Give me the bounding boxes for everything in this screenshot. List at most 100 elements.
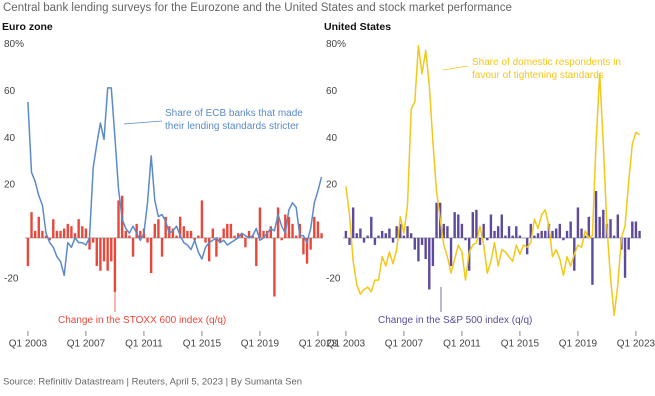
bar [320,233,323,238]
bar [284,214,287,238]
bar [117,200,120,238]
bar [48,237,51,241]
bar [406,226,409,238]
y-tick-label: -20 [326,273,341,284]
bar [91,237,95,243]
bar [70,226,73,238]
y-tick-label: 60 [4,86,16,97]
bar [554,228,558,238]
bar [200,200,204,238]
bar [269,226,272,238]
x-tick-label: Q1 2011 [443,339,481,350]
bar [211,228,214,238]
bar [638,230,641,238]
bar [417,237,420,262]
bar [128,235,131,238]
bar [233,235,236,238]
bar [348,237,351,245]
bar [475,209,478,238]
bar [424,237,427,260]
bar [146,237,149,243]
bar [449,237,453,267]
bar [110,237,113,262]
bar [218,237,222,243]
leader [123,120,163,125]
bar [420,237,424,245]
bar [536,233,540,238]
bar [446,226,449,238]
bar [616,214,619,238]
bar [507,226,511,238]
bar [587,216,590,238]
bar [388,228,391,238]
bar [95,237,98,267]
bar [113,237,117,292]
bar [160,237,164,257]
y-tick-label: 20 [4,180,16,191]
bar [55,230,59,238]
bar [302,237,305,255]
bar [594,191,598,238]
y-tick-label: 40 [326,133,338,144]
bar [178,216,182,238]
bar [222,228,225,238]
x-tick-label: Q1 2015 [183,339,222,350]
bar [435,202,438,238]
bar [66,223,69,238]
bar [518,235,522,238]
bar [609,219,612,238]
bar [229,223,233,238]
bar [457,214,460,238]
bar [73,233,77,238]
bar [460,223,464,238]
bar [366,235,369,238]
bar [598,216,601,238]
bar [373,237,377,245]
bar [500,214,503,238]
bar [384,233,387,238]
bar [442,223,445,238]
bar [316,221,320,238]
bar [504,235,507,238]
bar [529,223,532,238]
x-tick-label: Q1 2011 [125,339,163,350]
y-tick-label: 60 [326,86,338,97]
bar [309,237,312,250]
bar [344,230,348,238]
bar [59,230,62,238]
bar [623,237,627,278]
bar [591,237,594,285]
panel-title: Euro zone [2,21,53,33]
bar [157,219,160,238]
bar [255,237,258,267]
bar [139,230,142,238]
bar [569,221,572,238]
bar [558,223,561,238]
bar [478,237,482,245]
bar [562,237,565,241]
bar [207,237,211,262]
bar [402,235,406,238]
bar [204,237,207,243]
panel-title: United States [324,21,391,33]
x-tick-label: Q1 2007 [385,339,424,350]
bar [193,237,196,241]
bar [313,216,316,238]
annotation: Change in the S&P 500 index (q/q) [378,315,533,326]
bar [583,235,587,238]
x-tick-label: Q1 2023 [617,339,655,350]
bar [370,216,373,238]
bar [106,237,109,271]
bar [399,223,402,238]
bar [33,230,37,238]
bar [355,233,358,238]
bar [351,207,355,238]
bar [197,235,200,238]
bar [171,228,175,238]
bar [135,223,138,238]
bar [453,212,456,238]
bar [631,221,634,238]
source: Source: Refinitiv Datastream | Reuters, … [3,377,302,388]
bar [37,216,40,238]
bar [251,235,254,238]
